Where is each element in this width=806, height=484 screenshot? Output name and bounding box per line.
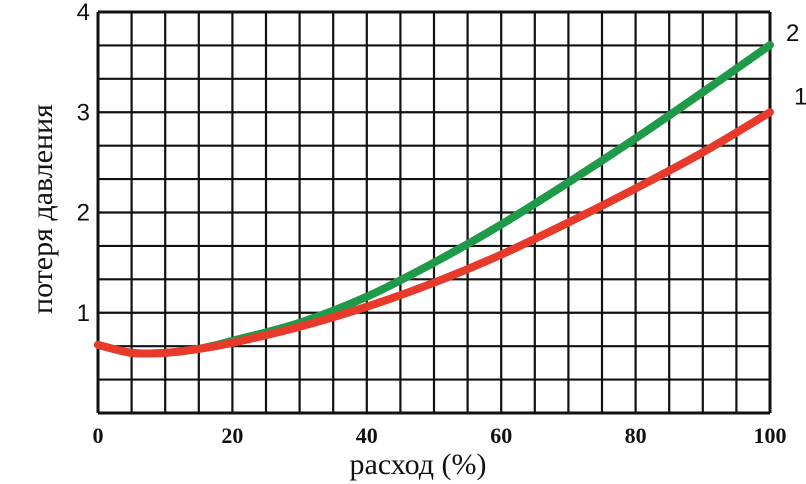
series-label-2: 2: [786, 20, 799, 47]
y-tick-label: 4: [77, 0, 90, 26]
x-tick-label: 80: [625, 423, 647, 448]
x-tick-label: 40: [356, 423, 378, 448]
series-label-1: 1: [794, 83, 806, 110]
x-axis-title: расход (%): [350, 448, 487, 481]
y-tick-label: 1: [77, 300, 90, 327]
x-tick-label: 20: [221, 423, 243, 448]
grid: [96, 10, 772, 415]
y-tick-label: 2: [77, 200, 90, 227]
series-lines: [94, 41, 774, 358]
x-tick-label: 60: [490, 423, 512, 448]
x-axis-tick-labels: 0 20 40 60 80 100: [93, 423, 787, 448]
y-tick-label: 3: [77, 99, 90, 126]
x-tick-label: 100: [754, 423, 787, 448]
x-tick-label: 0: [93, 423, 104, 448]
series-line-1: [94, 108, 774, 358]
y-axis-tick-labels: 1 2 3 4: [77, 0, 90, 327]
series-labels: 21: [786, 20, 806, 110]
y-axis-title: потеря давления: [26, 104, 59, 314]
